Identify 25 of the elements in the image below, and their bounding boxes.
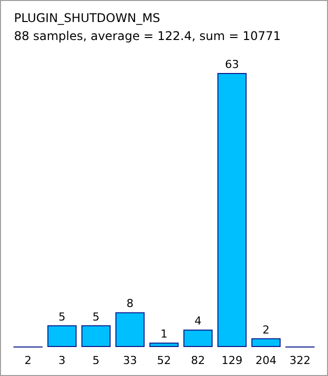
bar	[183, 330, 213, 347]
x-tick-label: 3	[58, 354, 66, 367]
chart-title: PLUGIN_SHUTDOWN_MS	[14, 11, 160, 25]
chart-subtitle: 88 samples, average = 122.4, sum = 10771	[14, 29, 281, 43]
data-label: 2	[262, 323, 270, 336]
x-tick-label: 322	[290, 354, 310, 367]
x-tick-label: 2	[24, 354, 32, 367]
data-label: 63	[225, 58, 239, 71]
x-tick-label: 5	[92, 354, 100, 367]
bar	[115, 312, 145, 347]
bar	[81, 325, 111, 347]
bar	[217, 73, 247, 347]
x-tick-label: 82	[191, 354, 205, 367]
bar	[251, 338, 281, 347]
x-tick-label: 129	[222, 354, 242, 367]
data-label: 8	[126, 297, 134, 310]
data-label: 5	[92, 310, 100, 324]
data-label: 4	[194, 314, 202, 328]
bar	[149, 342, 179, 347]
data-label: 5	[58, 310, 66, 324]
x-tick-label: 204	[256, 354, 276, 367]
data-label: 1	[160, 328, 168, 341]
x-tick-label: 52	[157, 354, 171, 367]
bar	[47, 325, 77, 347]
x-tick-label: 33	[123, 354, 137, 367]
